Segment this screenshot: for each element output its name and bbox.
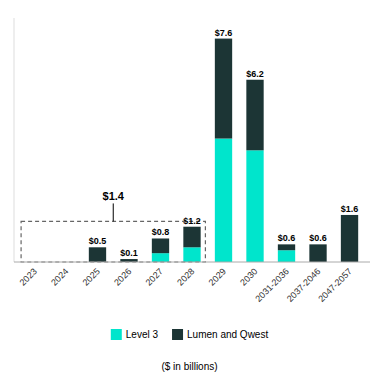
bar-segment xyxy=(215,139,232,262)
annotation-box xyxy=(21,221,205,262)
annotation-line xyxy=(113,203,114,221)
x-tick-label: 2023 xyxy=(18,266,39,287)
bar-segment xyxy=(278,244,295,250)
bar-segment xyxy=(152,253,169,262)
bar-segment xyxy=(183,227,200,248)
legend-swatch xyxy=(111,329,122,340)
bar-segment xyxy=(152,238,169,253)
legend-label: Level 3 xyxy=(126,329,159,340)
x-tick-label: 2025 xyxy=(81,266,102,287)
x-tick-label: 2026 xyxy=(112,266,133,287)
bar-segment xyxy=(183,247,200,262)
x-tick-label: 2024 xyxy=(49,266,70,287)
total-label: $1.6 xyxy=(341,204,359,214)
bar-segment xyxy=(215,39,232,139)
total-label: $1.2 xyxy=(183,216,201,226)
legend-label: Lumen and Qwest xyxy=(187,329,268,340)
legend: Level 3 Lumen and Qwest xyxy=(111,329,269,340)
bars xyxy=(89,39,358,262)
bar-segment xyxy=(246,150,263,262)
total-label: $0.1 xyxy=(120,248,138,258)
x-tick-label: 2029 xyxy=(207,266,228,287)
chart: $1.4 $0.5 $0.1 $0.8 $1.2 $7.6 $6.2 $0.6 $0.6 $1.6… xyxy=(0,0,379,385)
annotation-text: $1.4 xyxy=(103,190,125,202)
subtitle: ($ in billions) xyxy=(161,361,217,372)
x-tick-label: 2028 xyxy=(175,266,196,287)
total-label: $7.6 xyxy=(215,28,233,38)
total-label: $0.8 xyxy=(152,227,170,237)
bar-segment xyxy=(246,80,263,151)
x-tick-label: 2027 xyxy=(144,266,165,287)
y-axis-line xyxy=(14,18,15,262)
bar-segment xyxy=(89,247,106,262)
total-label: $0.5 xyxy=(89,236,107,246)
x-tick-label: 2047-2057 xyxy=(316,266,354,304)
legend-item: Lumen and Qwest xyxy=(172,329,268,340)
bar-segment xyxy=(278,250,295,262)
legend-item: Level 3 xyxy=(111,329,159,340)
bar-segment xyxy=(341,215,358,262)
bar-segment xyxy=(309,244,326,262)
x-axis-line xyxy=(14,262,370,263)
total-label: $6.2 xyxy=(246,69,264,79)
total-label: $0.6 xyxy=(309,233,327,243)
total-label: $0.6 xyxy=(278,233,296,243)
x-tick-label: 2030 xyxy=(238,266,259,287)
legend-swatch xyxy=(172,329,183,340)
